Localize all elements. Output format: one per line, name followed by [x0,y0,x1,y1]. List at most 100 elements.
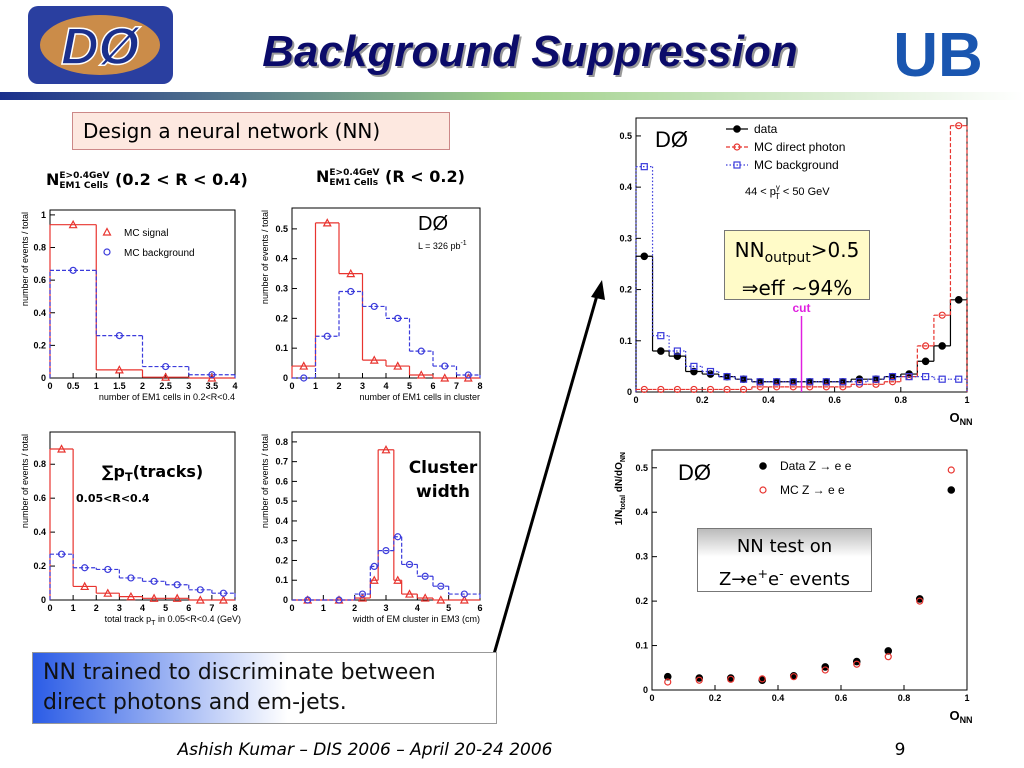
marker [102,227,112,236]
x-tick-label: 1 [94,381,99,391]
marker [304,596,312,604]
marker [436,595,446,604]
marker [839,383,847,391]
marker [370,562,378,571]
luminosity-exponent: -1 [460,240,466,247]
marker [57,444,67,453]
logo-right: UB [893,21,983,90]
x-tick-label: 0.2 [709,693,722,703]
experiment-label: DØ [418,213,448,235]
marker [357,593,368,602]
series [291,218,480,382]
marker [695,676,703,684]
label-text: in 0.05<R<0.4 (GeV) [155,614,241,624]
marker [346,268,356,278]
marker [460,590,468,598]
marker [657,332,665,340]
y-tick-label: 0.2 [619,285,632,295]
marker [756,383,764,391]
marker [664,678,672,686]
marker [938,342,946,350]
marker [126,591,136,601]
x-tick-label: 2 [94,603,99,613]
x-tick-label: 6 [430,381,435,391]
y-tick-label: 0 [41,595,46,605]
marker [822,383,830,391]
marker [161,372,171,381]
marker [640,252,649,261]
marker [947,486,956,494]
callout-text: events [783,569,851,590]
y-axis-label: number of events / total [260,210,270,304]
marker [81,564,89,572]
marker [673,347,681,355]
x-tick-label: 6 [477,603,482,613]
experiment-label: DØ [678,460,711,485]
marker [690,362,698,370]
label-text: 1/N [614,510,625,526]
x-tick-label: 2 [352,603,357,613]
y-tick-label: 0.2 [33,340,46,350]
y-tick-label: 0.8 [33,243,46,253]
callout-line: NN test on [736,536,833,557]
y-tick-label: 0.1 [635,641,648,651]
marker [441,362,449,370]
series [49,266,236,379]
pt-range: 44 < pγ T < 50 GeV [745,183,830,201]
y-tick-label: 0.4 [275,254,288,264]
y-tick-label: 0.1 [619,336,632,346]
y-tick-label: 0.3 [635,552,648,562]
marker [57,550,66,558]
marker [640,385,648,394]
legend-label: MC direct photon [754,140,845,154]
y-tick-label: 0.4 [619,182,632,192]
marker [822,378,830,386]
y-axis-label: number of events / total [20,212,30,306]
x-axis-label: ONN [949,410,972,427]
marker [695,674,704,682]
cut-label: cut [793,301,811,315]
marker [393,361,403,370]
x-tick-label: 2 [140,381,145,391]
variable-label: N E>0.4GeV EM1 Cells (0.2 < R < 0.4) [46,170,248,191]
x-tick-label: 3 [117,603,122,613]
marker [103,588,113,597]
marker [839,378,847,386]
marker [806,383,814,391]
marker [104,565,112,574]
marker [640,163,648,171]
marker [335,596,343,604]
intro-box: Design a neural network (NN) [72,112,450,150]
x-tick-label: 2.5 [159,381,172,391]
var-main: N [316,167,330,186]
experiment-label: DØ [655,127,688,152]
var-line: width [416,482,470,502]
legend-label: MC signal [124,228,168,239]
x-tick-label: 1 [964,693,969,703]
marker [915,595,924,603]
x-tick-label: 4 [415,603,420,613]
marker [733,161,741,169]
label-text: O [949,708,959,723]
logo-text: UB [893,21,983,90]
y-axis-label: number of events / total [20,434,30,528]
marker [172,593,182,602]
marker [733,143,741,151]
series [292,445,480,604]
marker [921,357,930,366]
label-text: total track p [105,614,152,624]
marker [195,595,205,604]
marker [69,266,77,274]
y-tick-label: 0 [41,373,46,383]
luminosity-text: L = 326 pb [418,241,460,251]
x-tick-label: 0.4 [772,693,785,703]
logo-left: DØ [28,6,173,84]
footer-text: Ashish Kumar – DIS 2006 – April 20-24 20… [177,740,553,760]
marker [888,373,897,381]
y-tick-label: 0.2 [275,313,288,323]
y-tick-label: 0.3 [619,233,632,243]
x-tick-label: 7 [454,381,459,391]
y-axis-label: number of events / total [260,434,270,528]
